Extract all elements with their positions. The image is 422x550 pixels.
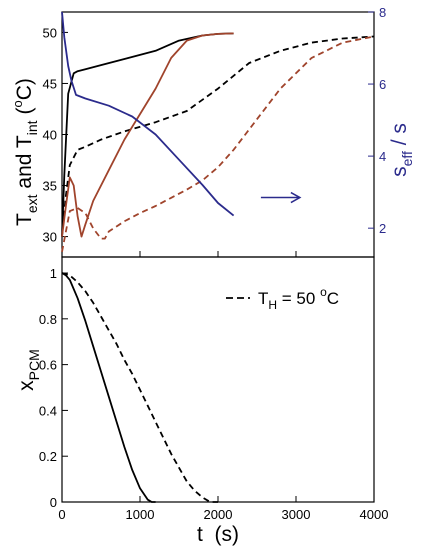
tick-labels: 0 1000 2000 3000 4000 30 35 40 45 50 2 4 6 8 0 0.2 0.4 0.… xyxy=(39,5,389,522)
legend-value: = 50 xyxy=(277,289,320,308)
top-y-tick-label-4: 50 xyxy=(43,25,57,40)
tick-marks xyxy=(61,11,375,503)
legend-h: H xyxy=(268,298,277,312)
top-ylabel-right-rest: / s xyxy=(388,123,411,151)
top-ylabel-right-eff: eff xyxy=(399,151,415,166)
top-ylabel-int: int xyxy=(24,120,40,135)
top-ylabel-right-s: s xyxy=(388,166,411,177)
bottom-y-tick-label-3: 0.6 xyxy=(39,358,57,373)
legend-unit: C xyxy=(327,289,339,308)
top-panel-frame xyxy=(61,11,375,258)
top-series-line-0 xyxy=(61,32,234,237)
bottom-y-tick-label-0: 0 xyxy=(50,495,57,510)
right-axis-arrow xyxy=(260,191,302,204)
top-ylabel-deg: o xyxy=(10,100,25,107)
bottom-y-tick-label-5: 1 xyxy=(50,266,57,281)
legend-label: TH = 50 oC xyxy=(258,285,339,312)
x-tick-label-0: 0 xyxy=(58,507,65,522)
legend: TH = 50 oC xyxy=(226,285,339,312)
top-ylabel: Text and Tint (oC) xyxy=(10,78,40,226)
top-panel-series xyxy=(61,11,375,253)
x-tick-label-3: 3000 xyxy=(282,507,311,522)
top-series-line-4 xyxy=(61,11,235,217)
bottom-series-line-1 xyxy=(61,272,218,503)
top-y-tick-label-0: 30 xyxy=(43,230,57,245)
legend-deg: o xyxy=(320,285,327,299)
bottom-panel-series xyxy=(61,272,218,503)
bottom-ylabel: xPCM xyxy=(15,349,42,391)
top-y-right-tick-label-0: 2 xyxy=(379,221,386,236)
bottom-series-line-0 xyxy=(61,272,156,503)
top-series-line-2 xyxy=(61,32,234,238)
top-ylabel-t: T xyxy=(13,213,36,226)
top-y-right-tick-label-1: 4 xyxy=(379,149,386,164)
bottom-y-tick-label-4: 0.8 xyxy=(39,312,57,327)
bottom-ylabel-x: x xyxy=(15,380,38,391)
top-ylabel-right: seff / s xyxy=(388,123,415,177)
x-tick-label-2: 2000 xyxy=(204,507,233,522)
legend-t: T xyxy=(258,289,268,308)
top-series-line-3 xyxy=(61,35,375,253)
top-ylabel-ext: ext xyxy=(24,194,40,213)
top-y-tick-label-1: 35 xyxy=(43,179,57,194)
top-ylabel-unit-close: C) xyxy=(13,78,36,100)
top-y-tick-label-2: 40 xyxy=(43,128,57,143)
x-tick-label-4: 4000 xyxy=(360,507,389,522)
xlabel: t (s) xyxy=(197,523,239,546)
bottom-ylabel-sub: PCM xyxy=(26,349,42,380)
top-ylabel-unit-open: ( xyxy=(13,107,36,114)
top-ylabel-and: and xyxy=(13,148,36,194)
x-tick-label-1: 1000 xyxy=(126,507,155,522)
top-y-tick-label-3: 45 xyxy=(43,76,57,91)
top-ylabel-t2: T xyxy=(13,135,36,148)
top-y-right-tick-label-3: 8 xyxy=(379,5,386,20)
top-y-right-tick-label-2: 6 xyxy=(379,77,386,92)
arrow-head xyxy=(290,191,302,204)
bottom-y-tick-label-2: 0.4 xyxy=(39,403,57,418)
bottom-y-tick-label-1: 0.2 xyxy=(39,449,57,464)
top-series-line-1 xyxy=(61,35,375,237)
